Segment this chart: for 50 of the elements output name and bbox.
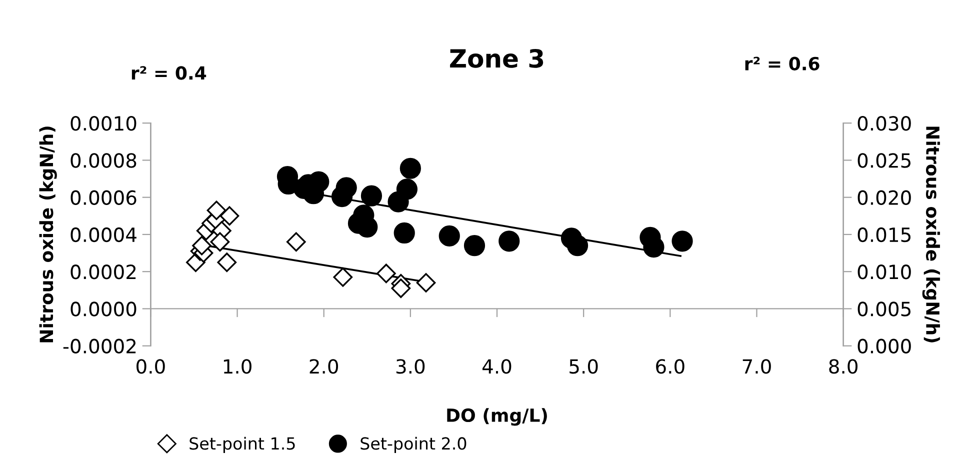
y2-tick-label: 0.000 [858, 338, 911, 354]
y-tick-label: 0.0002 [70, 264, 136, 280]
point [672, 230, 693, 252]
x-axis-title: DO (mg/L) [447, 408, 547, 426]
point [391, 278, 411, 298]
x-tick-label: 5.0 [570, 359, 598, 374]
chart-title: Zone 3 [450, 48, 544, 68]
y2-tick-label: 0.005 [858, 302, 910, 316]
y2-tick-label: 0.025 [858, 153, 910, 168]
point [498, 230, 520, 252]
point [394, 222, 415, 244]
y2-axis-title: Nitrous oxide (kgN/h) [922, 126, 940, 342]
y2-tick-label: 0.010 [858, 264, 911, 280]
x-tick-label: 7.0 [742, 359, 771, 374]
legend-label: Set-point 2.0 [360, 436, 466, 453]
x-tick-label: 1.0 [224, 359, 252, 374]
point [217, 252, 237, 272]
point [416, 273, 436, 292]
x-tick-label: 8.0 [829, 359, 858, 374]
y-axis-title: Nitrous oxide (kgN/h) [39, 126, 57, 342]
y-tick-label: 0.0000 [70, 302, 136, 316]
x-tick-label: 0.0 [136, 359, 165, 374]
y-tick-label: 0.0006 [70, 190, 136, 206]
point [566, 235, 588, 256]
point [360, 185, 382, 206]
text: r² = 0.6 [745, 56, 820, 70]
point [376, 264, 396, 284]
point [336, 177, 357, 198]
point [438, 225, 460, 247]
x-tick-label: 2.0 [310, 359, 338, 374]
y2-tick-label: 0.030 [858, 116, 911, 131]
x-tick-label: 4.0 [482, 359, 512, 374]
y-tick-label: -0.0002 [63, 338, 136, 354]
y-tick-label: 0.0008 [70, 153, 136, 168]
y-tick-label: 0.0004 [70, 227, 136, 242]
point [333, 267, 353, 287]
point [206, 200, 226, 220]
point [286, 232, 306, 252]
y-tick-label: 0.0010 [70, 116, 136, 131]
x-tick-label: 6.0 [656, 359, 684, 374]
point [210, 232, 230, 252]
point [396, 178, 418, 200]
legend-label: Set-point 1.5 [190, 436, 295, 453]
x-tick-label: 3.0 [396, 359, 425, 374]
point [220, 206, 240, 226]
y2-tick-label: 0.015 [858, 227, 910, 242]
point [400, 158, 421, 179]
text: r² = 0.4 [132, 66, 206, 80]
point [464, 235, 486, 256]
y2-tick-label: 0.020 [858, 190, 911, 206]
